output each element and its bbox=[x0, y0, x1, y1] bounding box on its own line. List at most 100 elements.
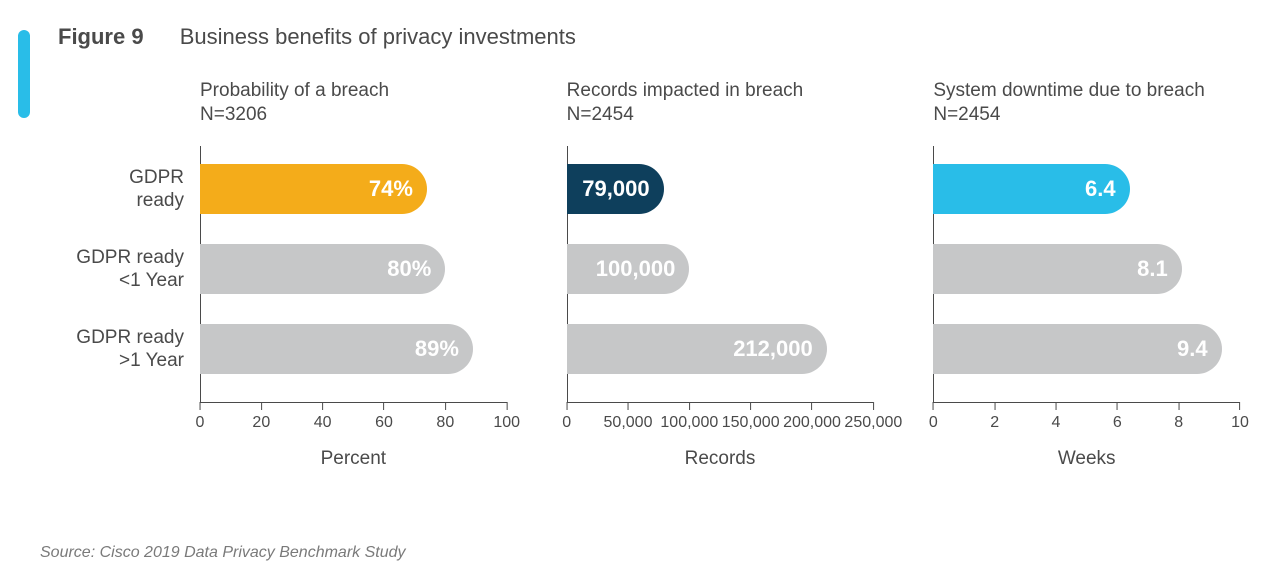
tick-mark bbox=[1117, 402, 1118, 410]
x-axis-label: Records bbox=[567, 448, 874, 470]
x-tick: 100 bbox=[493, 402, 520, 432]
category-label: GDPRready bbox=[14, 167, 184, 213]
x-axis-label: Percent bbox=[200, 448, 507, 470]
bar: 6.4 bbox=[933, 164, 1129, 214]
x-tick: 0 bbox=[562, 402, 571, 432]
bar-value-label: 79,000 bbox=[582, 176, 649, 202]
tick-label: 80 bbox=[436, 414, 454, 431]
x-tick: 250,000 bbox=[844, 402, 902, 432]
tick-mark bbox=[1056, 402, 1057, 410]
tick-label: 20 bbox=[252, 414, 270, 431]
tick-label: 10 bbox=[1231, 414, 1249, 431]
x-axis-label: Weeks bbox=[933, 448, 1240, 470]
tick-label: 150,000 bbox=[722, 414, 780, 431]
bar-value-label: 8.1 bbox=[1137, 256, 1168, 282]
x-axis: 050,000100,000150,000200,000250,000 bbox=[567, 402, 874, 452]
chart-cell: System downtime due to breachN=2454 6.4 8.… bbox=[933, 80, 1240, 500]
category-label-line: <1 Year bbox=[119, 270, 184, 291]
tick-mark bbox=[261, 402, 262, 410]
chart-title: System downtime due to breach bbox=[933, 80, 1240, 102]
tick-label: 100 bbox=[493, 414, 520, 431]
tick-mark bbox=[445, 402, 446, 410]
figure: Figure 9 Business benefits of privacy in… bbox=[0, 0, 1280, 582]
x-tick: 150,000 bbox=[722, 402, 780, 432]
category-label-line: GDPR bbox=[129, 167, 184, 188]
chart-cell: Probability of a breachN=320674%80%89%02… bbox=[200, 80, 507, 500]
x-tick: 50,000 bbox=[604, 402, 653, 432]
tick-label: 0 bbox=[196, 414, 205, 431]
chart-plot: 74% 80% 89% bbox=[200, 146, 507, 396]
x-tick: 6 bbox=[1113, 402, 1122, 432]
bar-value-label: 80% bbox=[387, 256, 431, 282]
x-tick: 10 bbox=[1231, 402, 1249, 432]
x-tick: 80 bbox=[436, 402, 454, 432]
tick-mark bbox=[566, 402, 567, 410]
tick-label: 60 bbox=[375, 414, 393, 431]
category-label: GDPR ready<1 Year bbox=[14, 247, 184, 293]
chart-plot: 6.4 8.1 9.4 bbox=[933, 146, 1240, 396]
category-label: GDPR ready>1 Year bbox=[14, 327, 184, 373]
x-tick: 0 bbox=[196, 402, 205, 432]
category-label-line: >1 Year bbox=[119, 350, 184, 371]
bar-value-label: 212,000 bbox=[733, 336, 813, 362]
source-attribution: Source: Cisco 2019 Data Privacy Benchmar… bbox=[40, 544, 406, 562]
tick-mark bbox=[689, 402, 690, 410]
bar-value-label: 74% bbox=[369, 176, 413, 202]
tick-label: 2 bbox=[990, 414, 999, 431]
chart-subtitle: N=2454 bbox=[567, 104, 874, 126]
tick-mark bbox=[933, 402, 934, 410]
x-axis-line bbox=[200, 402, 507, 403]
category-label-line: GDPR ready bbox=[76, 247, 184, 268]
charts-row: GDPRreadyGDPR ready<1 YearGDPR ready>1 Y… bbox=[0, 80, 1280, 500]
tick-mark bbox=[506, 402, 507, 410]
x-tick: 4 bbox=[1052, 402, 1061, 432]
figure-title: Business benefits of privacy investments bbox=[180, 24, 576, 49]
figure-header: Figure 9 Business benefits of privacy in… bbox=[58, 24, 576, 50]
chart-subtitle: N=3206 bbox=[200, 104, 507, 126]
bar-value-label: 9.4 bbox=[1177, 336, 1208, 362]
bar: 80% bbox=[200, 244, 445, 294]
tick-label: 40 bbox=[314, 414, 332, 431]
chart-title: Records impacted in breach bbox=[567, 80, 874, 102]
bar-value-label: 100,000 bbox=[596, 256, 676, 282]
chart-plot: 79,000 100,000 212,000 bbox=[567, 146, 874, 396]
tick-mark bbox=[383, 402, 384, 410]
tick-mark bbox=[1178, 402, 1179, 410]
bar: 9.4 bbox=[933, 324, 1221, 374]
chart-title: Probability of a breach bbox=[200, 80, 507, 102]
tick-label: 8 bbox=[1174, 414, 1183, 431]
bar: 212,000 bbox=[567, 324, 827, 374]
x-tick: 2 bbox=[990, 402, 999, 432]
x-tick: 60 bbox=[375, 402, 393, 432]
x-axis: 0246810 bbox=[933, 402, 1240, 452]
bar-value-label: 89% bbox=[415, 336, 459, 362]
tick-label: 6 bbox=[1113, 414, 1122, 431]
x-axis: 020406080100 bbox=[200, 402, 507, 452]
x-tick: 100,000 bbox=[660, 402, 718, 432]
charts-cells: Probability of a breachN=3206 74% 80% 89% 0 2… bbox=[200, 80, 1280, 500]
tick-label: 50,000 bbox=[604, 414, 653, 431]
bar-value-label: 6.4 bbox=[1085, 176, 1116, 202]
category-label-line: ready bbox=[136, 190, 184, 211]
figure-number: Figure 9 bbox=[58, 24, 144, 49]
tick-mark bbox=[628, 402, 629, 410]
x-tick: 40 bbox=[314, 402, 332, 432]
x-tick: 0 bbox=[929, 402, 938, 432]
bar: 79,000 bbox=[567, 164, 664, 214]
tick-label: 0 bbox=[929, 414, 938, 431]
x-axis-line bbox=[933, 402, 1240, 403]
tick-mark bbox=[1240, 402, 1241, 410]
chart-subtitle: N=2454 bbox=[933, 104, 1240, 126]
tick-label: 200,000 bbox=[783, 414, 841, 431]
tick-label: 4 bbox=[1052, 414, 1061, 431]
bar: 89% bbox=[200, 324, 473, 374]
tick-label: 250,000 bbox=[844, 414, 902, 431]
tick-mark bbox=[812, 402, 813, 410]
bar: 100,000 bbox=[567, 244, 690, 294]
bar: 74% bbox=[200, 164, 427, 214]
tick-mark bbox=[322, 402, 323, 410]
tick-mark bbox=[873, 402, 874, 410]
tick-mark bbox=[750, 402, 751, 410]
tick-label: 100,000 bbox=[660, 414, 718, 431]
x-tick: 8 bbox=[1174, 402, 1183, 432]
